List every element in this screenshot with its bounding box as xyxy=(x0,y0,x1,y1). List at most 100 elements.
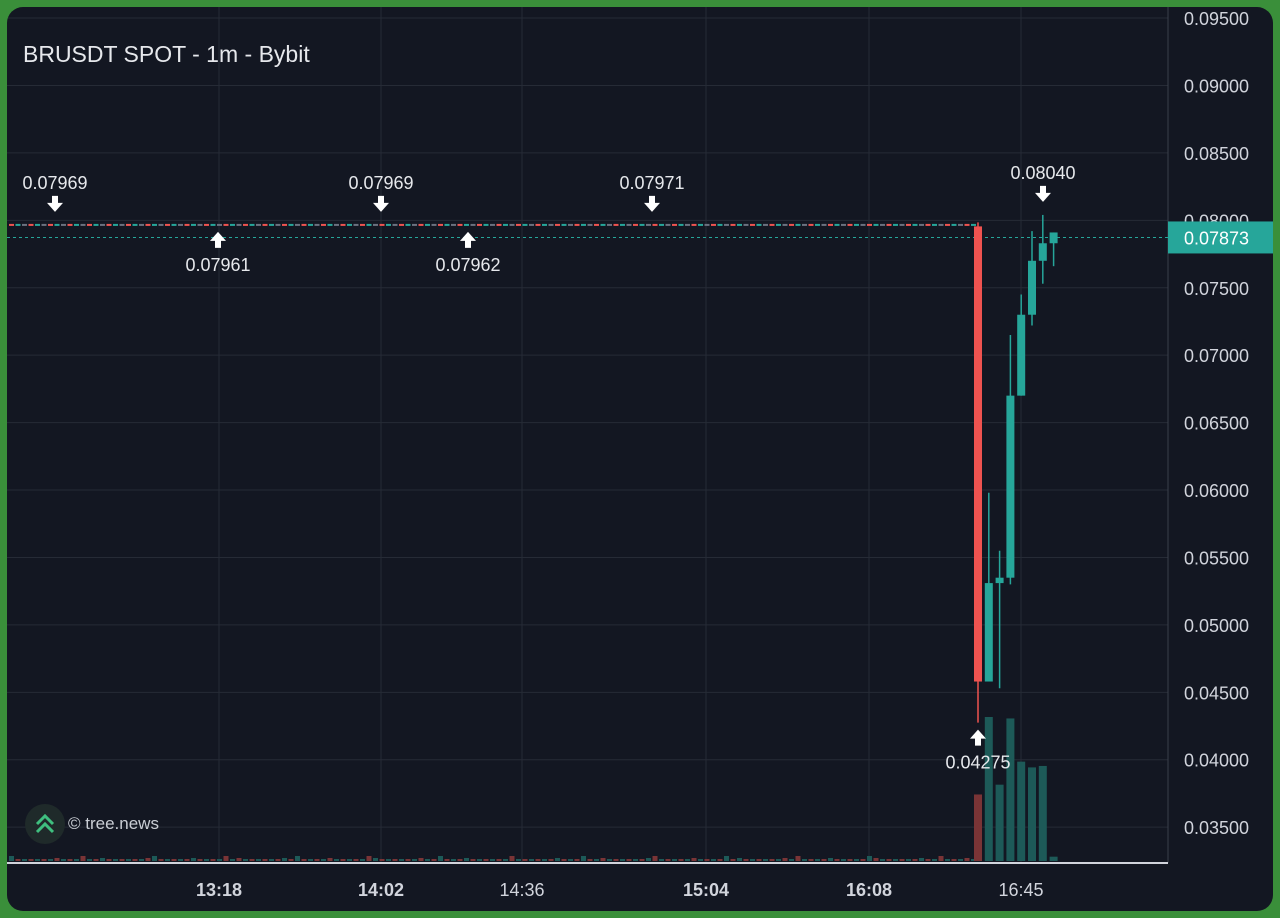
flat-volume-bar xyxy=(912,859,918,861)
volume-bar xyxy=(974,794,982,861)
candlestick-chart[interactable]: 0.095000.090000.085000.080000.075000.070… xyxy=(7,7,1273,911)
flat-candle xyxy=(360,223,365,226)
flat-candle xyxy=(67,223,73,226)
watermark-text: © tree.news xyxy=(68,814,159,833)
flat-candle xyxy=(737,223,742,226)
flat-candle xyxy=(639,223,645,226)
flat-volume-bar xyxy=(672,859,677,861)
flat-volume-bar xyxy=(412,859,417,861)
flat-volume-bar xyxy=(529,859,534,861)
price-tick-label: 0.07500 xyxy=(1184,279,1249,299)
flat-volume-bar xyxy=(685,859,690,861)
flat-volume-bar xyxy=(938,856,944,861)
flat-volume-bar xyxy=(964,858,970,861)
flat-volume-bar xyxy=(932,859,937,861)
flat-volume-bar xyxy=(789,859,794,861)
flat-volume-bar xyxy=(880,859,885,861)
flat-candle xyxy=(730,223,736,226)
flat-candle xyxy=(847,223,853,226)
flat-candle xyxy=(295,223,300,226)
flat-candle xyxy=(763,223,768,226)
flat-volume-bar xyxy=(15,859,21,861)
high-marker-icon xyxy=(373,195,389,212)
flat-volume-bar xyxy=(906,859,911,861)
flat-volume-bar xyxy=(54,858,60,861)
flat-volume-bar xyxy=(165,859,170,861)
flat-candle xyxy=(93,223,99,226)
flat-candle xyxy=(782,223,788,226)
flat-candle xyxy=(35,223,40,226)
flat-volume-bar xyxy=(386,859,391,861)
flat-candle xyxy=(834,223,840,226)
candle-body xyxy=(984,583,993,682)
flat-volume-bar xyxy=(815,859,820,861)
flat-candle xyxy=(145,223,151,226)
volume-bar xyxy=(1017,761,1026,861)
flat-candle xyxy=(691,223,697,226)
flat-volume-bar xyxy=(828,858,833,861)
flat-candle xyxy=(113,223,118,226)
flat-candle xyxy=(919,223,924,226)
flat-volume-bar xyxy=(561,859,567,861)
flat-volume-bar xyxy=(841,859,846,861)
flat-volume-bar xyxy=(373,858,378,861)
flat-candle xyxy=(223,223,229,226)
flat-volume-bar xyxy=(113,859,118,861)
flat-volume-bar xyxy=(41,859,47,861)
flat-candle xyxy=(802,223,807,226)
flat-candle xyxy=(373,223,378,226)
flat-candle xyxy=(776,223,781,226)
flat-volume-bar xyxy=(724,856,729,861)
flat-candle xyxy=(412,223,417,226)
flat-volume-bar xyxy=(477,859,482,861)
low-marker-icon xyxy=(210,231,226,248)
volume-bar xyxy=(1006,718,1015,861)
flat-volume-bar xyxy=(243,859,248,861)
time-tick-label: 13:18 xyxy=(196,880,242,900)
flat-volume-bar xyxy=(230,859,235,861)
flat-volume-bar xyxy=(795,856,801,861)
flat-candle xyxy=(80,223,86,226)
flat-volume-bar xyxy=(366,856,372,861)
flat-volume-bar xyxy=(847,859,853,861)
flat-volume-bar xyxy=(652,856,658,861)
flat-candle xyxy=(204,223,209,226)
flat-candle xyxy=(912,223,918,226)
flat-volume-bar xyxy=(555,858,560,861)
price-tick-label: 0.08500 xyxy=(1184,144,1249,164)
flat-volume-bar xyxy=(119,859,125,861)
flat-candle xyxy=(789,223,794,226)
flat-candle xyxy=(230,223,235,226)
flat-volume-bar xyxy=(197,859,203,861)
flat-volume-bar xyxy=(860,859,866,861)
flat-candle xyxy=(457,223,463,226)
flat-volume-bar xyxy=(971,859,976,861)
flat-volume-bar xyxy=(431,859,437,861)
flat-candle xyxy=(197,223,203,226)
flat-candle xyxy=(620,223,625,226)
flat-candle xyxy=(347,223,352,226)
flat-volume-bar xyxy=(269,859,274,861)
flat-candle xyxy=(249,223,255,226)
flat-candle xyxy=(379,223,385,226)
flat-volume-bar xyxy=(873,858,879,861)
flat-volume-bar xyxy=(405,859,411,861)
flat-volume-bar xyxy=(607,859,612,861)
flat-volume-bar xyxy=(236,858,242,861)
flat-volume-bar xyxy=(327,858,333,861)
flat-candle xyxy=(353,223,359,226)
flat-volume-bar xyxy=(184,859,190,861)
flat-volume-bar xyxy=(145,858,151,861)
flat-volume-bar xyxy=(347,859,352,861)
flat-volume-bar xyxy=(659,859,664,861)
flat-volume-bar xyxy=(678,859,684,861)
flat-candle xyxy=(334,223,339,226)
flat-candle xyxy=(61,223,66,226)
flat-candle xyxy=(22,223,27,226)
flat-volume-bar xyxy=(288,859,294,861)
flat-candle xyxy=(496,223,502,226)
flat-candle xyxy=(951,223,957,226)
flat-candle xyxy=(574,223,580,226)
high-price-label: 0.07971 xyxy=(619,173,684,193)
flat-candle xyxy=(899,223,905,226)
